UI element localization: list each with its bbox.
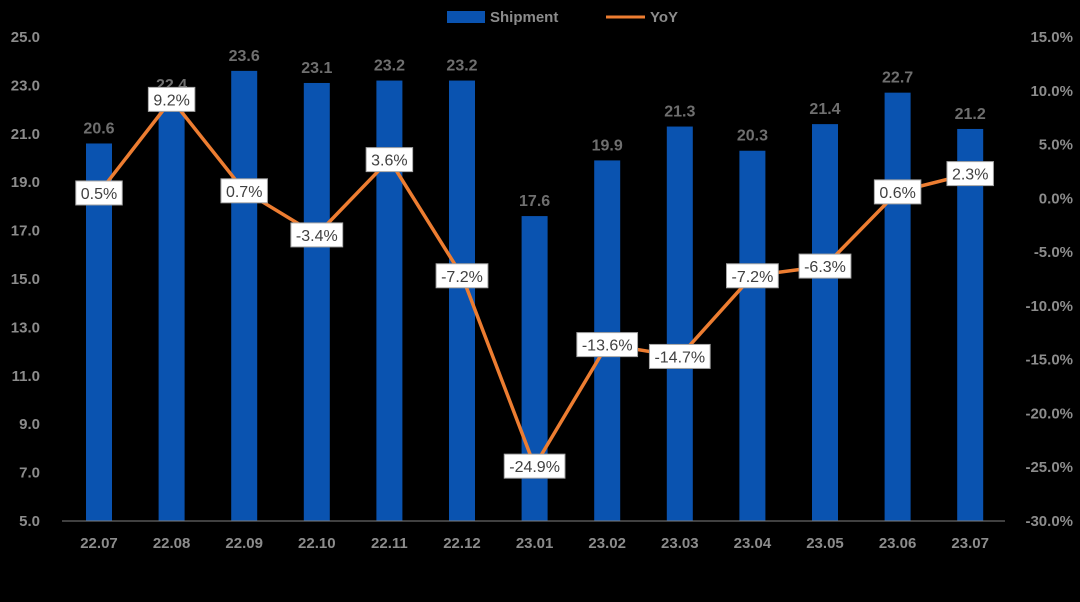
left-axis-tick-label: 13.0 (11, 319, 40, 336)
svg-text:-24.9%: -24.9% (509, 459, 560, 476)
shipment-data-label: 19.9 (592, 137, 623, 154)
yoy-data-label: -7.2% (726, 263, 779, 289)
right-axis-tick-label: 0.0% (1039, 190, 1073, 207)
shipment-bar (884, 92, 911, 521)
shipment-data-label: 23.1 (301, 60, 332, 77)
shipment-bar (376, 80, 403, 521)
shipment-bar (957, 128, 984, 521)
x-axis-tick-label: 22.08 (153, 535, 191, 552)
right-axis-tick-label: -20.0% (1025, 405, 1073, 422)
yoy-data-label: 0.7% (220, 178, 268, 204)
svg-text:0.7%: 0.7% (226, 184, 262, 201)
yoy-data-label: -3.4% (290, 222, 344, 248)
yoy-data-label: -13.6% (576, 332, 639, 358)
legend-swatch-shipment (447, 11, 485, 23)
shipment-bar (666, 126, 693, 521)
shipment-data-label: 23.6 (229, 48, 260, 65)
shipment-bar (231, 70, 258, 521)
x-axis-tick-label: 22.11 (371, 535, 408, 552)
svg-text:0.5%: 0.5% (81, 186, 117, 203)
yoy-data-label: -7.2% (435, 263, 489, 289)
yoy-data-label: 0.6% (873, 179, 922, 205)
right-axis-tick-label: 15.0% (1030, 29, 1073, 46)
right-axis: -30.0% -25.0% -20.0% -15.0% -10.0% -5.0% 0.0% 5… (1025, 29, 1073, 530)
shipment-data-label: 20.3 (737, 128, 768, 145)
left-axis-tick-label: 25.0 (11, 29, 40, 46)
left-axis-tick-label: 11.0 (12, 368, 40, 385)
legend: Shipment YoY (447, 9, 678, 26)
shipment-data-label: 22.7 (882, 70, 913, 87)
right-axis-tick-label: -5.0% (1034, 244, 1073, 261)
shipment-bar (812, 124, 838, 522)
shipment-bar (158, 99, 185, 522)
svg-text:9.2%: 9.2% (153, 92, 189, 109)
right-axis-tick-label: -30.0% (1025, 513, 1073, 530)
legend-label-yoy: YoY (650, 9, 678, 26)
svg-text:-6.3%: -6.3% (804, 259, 846, 276)
right-axis-tick-label: -15.0% (1025, 352, 1073, 369)
svg-text:2.3%: 2.3% (952, 167, 988, 184)
yoy-data-label: 2.3% (946, 161, 994, 187)
shipment-bar (86, 143, 112, 522)
legend-label-shipment: Shipment (490, 9, 558, 26)
yoy-data-label: 9.2% (147, 86, 196, 112)
x-axis-tick-label: 23.01 (516, 535, 554, 552)
right-axis-tick-label: 5.0% (1039, 137, 1073, 154)
svg-text:-7.2%: -7.2% (732, 269, 774, 286)
x-axis-tick-label: 23.05 (806, 535, 844, 552)
shipment-series (86, 70, 984, 522)
yoy-data-label: 0.5% (75, 180, 123, 206)
shipment-data-label: 21.2 (955, 106, 986, 123)
x-axis-tick-label: 22.12 (443, 535, 481, 552)
left-axis-tick-label: 9.0 (19, 416, 40, 433)
shipment-data-label: 23.2 (446, 58, 477, 75)
left-axis-tick-label: 19.0 (11, 174, 40, 191)
x-axis: 22.07 22.08 22.09 22.10 22.11 22.12 23.01 23.02… (80, 535, 989, 552)
shipment-data-label: 21.4 (809, 101, 840, 118)
x-axis-tick-label: 23.07 (951, 535, 989, 552)
shipment-data-labels: 20.622.423.623.1 23.2 23.217.619.921.320.3… (83, 48, 985, 210)
x-axis-tick-label: 23.06 (879, 535, 917, 552)
yoy-data-label: -24.9% (503, 453, 566, 479)
shipment-data-label: 21.3 (664, 104, 695, 121)
right-axis-tick-label: -25.0% (1025, 459, 1073, 476)
shipment-data-label: 23.2 (374, 58, 405, 75)
svg-text:0.6%: 0.6% (879, 185, 915, 202)
svg-text:-7.2%: -7.2% (441, 269, 483, 286)
left-axis: 5.0 7.0 9.0 11.0 13.0 15.0 17.0 19.0 21.0 23.0 25.… (11, 29, 40, 530)
yoy-data-labels: 0.5% 9.2% 0.7% -3.4% 3.6% -7.2% -24.9% -13.6% -1… (75, 86, 994, 479)
shipment-bar (303, 82, 330, 521)
x-axis-tick-label: 23.04 (734, 535, 772, 552)
left-axis-tick-label: 17.0 (11, 223, 40, 240)
yoy-data-label: 3.6% (365, 147, 414, 173)
right-axis-tick-label: 10.0% (1030, 83, 1073, 100)
shipment-data-label: 17.6 (519, 193, 550, 210)
left-axis-tick-label: 5.0 (19, 513, 40, 530)
x-axis-tick-label: 22.09 (225, 535, 263, 552)
right-axis-tick-label: -10.0% (1025, 298, 1073, 315)
yoy-data-label: -6.3% (798, 253, 852, 279)
left-axis-tick-label: 21.0 (11, 126, 40, 143)
x-axis-tick-label: 23.02 (588, 535, 626, 552)
x-axis-tick-label: 23.03 (661, 535, 699, 552)
svg-text:-3.4%: -3.4% (296, 228, 338, 245)
svg-text:-13.6%: -13.6% (582, 338, 633, 355)
svg-text:-14.7%: -14.7% (654, 349, 705, 366)
svg-text:3.6%: 3.6% (371, 153, 407, 170)
left-axis-tick-label: 7.0 (19, 465, 40, 482)
left-axis-tick-label: 23.0 (11, 77, 40, 94)
left-axis-tick-label: 15.0 (11, 271, 40, 288)
shipment-bar (739, 150, 766, 522)
x-axis-tick-label: 22.10 (298, 535, 336, 552)
x-axis-tick-label: 22.07 (80, 535, 118, 552)
yoy-data-label: -14.7% (648, 343, 711, 369)
shipment-data-label: 20.6 (83, 120, 114, 137)
